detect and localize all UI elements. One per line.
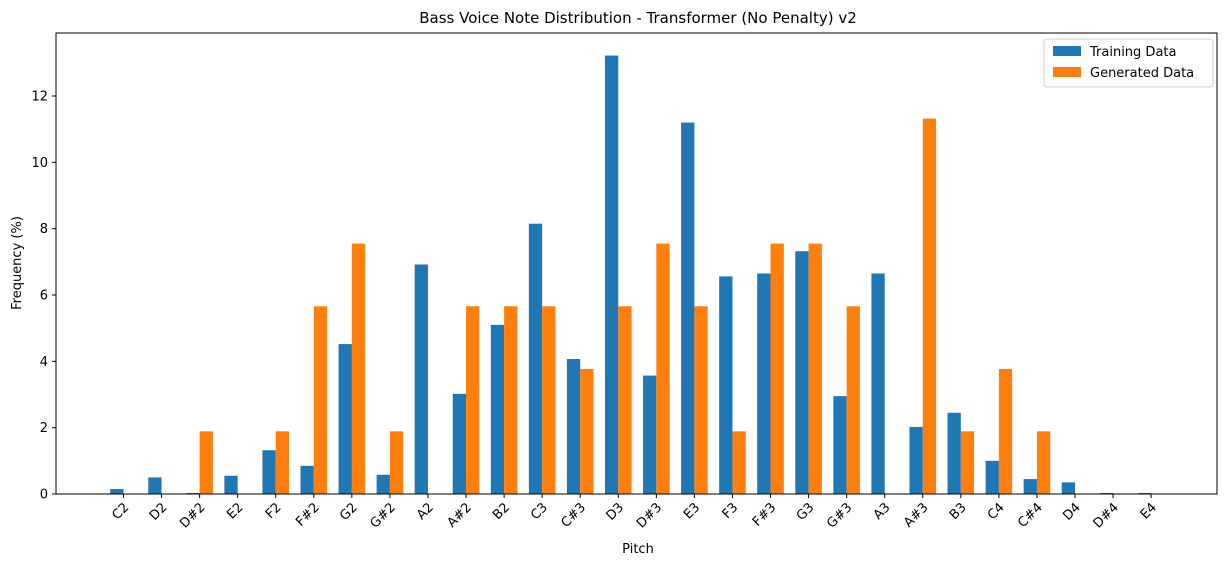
y-tick-label: 8 xyxy=(40,222,48,237)
bar-training-B2 xyxy=(490,324,505,494)
bar-training-A#2 xyxy=(452,393,467,494)
y-axis: 0 2 4 6 8 10 12 xyxy=(31,90,56,503)
legend-box xyxy=(1043,38,1214,88)
y-tick-label: 0 xyxy=(40,488,48,503)
x-tick-label: G#2 xyxy=(367,500,398,531)
legend: Training Data Generated Data xyxy=(1043,38,1214,88)
x-tick-label: G#3 xyxy=(824,500,855,531)
bar-generated-D3 xyxy=(618,306,632,494)
bar-generated-A#3 xyxy=(922,118,937,494)
bar-generated-F#3 xyxy=(770,243,784,494)
x-tick-label: C3 xyxy=(528,500,551,523)
bar-generated-G#3 xyxy=(846,306,860,494)
x-tick-label: B3 xyxy=(947,500,970,523)
bar-generated-D#2 xyxy=(199,431,213,494)
y-axis-label: Frequency (%) xyxy=(10,216,25,310)
x-tick-label: A3 xyxy=(871,500,894,523)
plot-area xyxy=(110,55,1152,495)
bar-training-E2 xyxy=(224,475,238,494)
x-tick-label: F#3 xyxy=(750,500,779,529)
bar-generated-F3 xyxy=(732,431,746,494)
bar-training-G2 xyxy=(338,344,352,494)
bar-training-G#2 xyxy=(376,474,390,494)
plot-frame xyxy=(55,32,1218,495)
x-tick-label: G2 xyxy=(337,500,361,524)
bar-generated-F#2 xyxy=(313,306,328,494)
bar-training-A2 xyxy=(414,264,428,494)
x-axis-label: Pitch xyxy=(622,542,654,557)
x-tick-label: F2 xyxy=(263,500,285,522)
x-tick-label: D#3 xyxy=(634,500,665,531)
bar-training-D#3 xyxy=(643,375,657,494)
bar-training-D3 xyxy=(604,55,619,495)
bar-training-E3 xyxy=(681,122,695,495)
bar-generated-A#2 xyxy=(466,306,480,494)
y-tick-label: 10 xyxy=(31,156,48,171)
x-tick-label: D3 xyxy=(604,500,628,524)
x-tick-label: A#2 xyxy=(444,500,474,530)
legend-swatch-training xyxy=(1053,46,1081,56)
bar-generated-B3 xyxy=(960,431,975,494)
bar-training-B3 xyxy=(947,412,961,494)
bar-generated-G2 xyxy=(351,243,366,494)
x-tick-label: E2 xyxy=(224,500,246,522)
x-tick-label: A#3 xyxy=(901,500,931,530)
y-tick-label: 12 xyxy=(31,90,48,105)
bar-generated-F2 xyxy=(275,431,290,494)
x-tick-label: F#2 xyxy=(293,500,322,529)
bar-training-G#3 xyxy=(833,396,847,494)
x-tick-label: A2 xyxy=(414,500,437,523)
x-tick-label: D4 xyxy=(1060,500,1084,524)
x-tick-label: E3 xyxy=(681,500,703,522)
x-tick-label: C#3 xyxy=(558,500,589,531)
bar-training-F#2 xyxy=(300,465,314,494)
x-tick-label: D#4 xyxy=(1091,500,1122,531)
x-tick-label: C4 xyxy=(985,500,1008,523)
x-tick-label: D2 xyxy=(147,500,171,524)
y-tick-label: 6 xyxy=(40,289,48,304)
bar-generated-C#3 xyxy=(580,368,594,494)
bar-training-F2 xyxy=(262,450,276,494)
bar-generated-E3 xyxy=(694,306,708,494)
x-tick-label: C#4 xyxy=(1015,500,1046,531)
chart-title: Bass Voice Note Distribution - Transform… xyxy=(419,9,857,27)
bar-training-C#4 xyxy=(1023,479,1037,494)
bar-training-C4 xyxy=(985,460,999,494)
bar-generated-C3 xyxy=(542,306,556,494)
y-tick-label: 2 xyxy=(40,421,48,436)
bar-generated-C#4 xyxy=(1036,431,1051,494)
bar-training-C#3 xyxy=(566,359,581,494)
y-tick-label: 4 xyxy=(40,355,48,370)
bar-training-F#3 xyxy=(757,273,771,494)
legend-swatch-generated xyxy=(1053,67,1081,77)
bar-training-C2 xyxy=(110,489,124,494)
x-tick-label: F3 xyxy=(720,500,742,522)
bar-training-A#3 xyxy=(909,427,923,494)
bar-generated-G3 xyxy=(808,243,822,494)
x-tick-label: C2 xyxy=(109,500,132,523)
bar-generated-G#2 xyxy=(389,431,404,494)
x-tick-label: D#2 xyxy=(177,500,208,531)
x-axis: C2 D2 D#2 E2 F2 F#2 G2 G#2 A2 A#2 B2 C3 C#3 D3 D#3 E3 F3… xyxy=(109,494,1160,532)
bar-training-D2 xyxy=(148,477,162,494)
bar-training-F3 xyxy=(719,276,733,494)
legend-label-generated: Generated Data xyxy=(1090,66,1194,81)
bar-training-A3 xyxy=(871,273,885,494)
bar-training-C3 xyxy=(528,223,543,494)
bar-training-D4 xyxy=(1061,482,1075,494)
x-tick-label: B2 xyxy=(490,500,513,523)
bar-generated-B2 xyxy=(504,306,518,494)
bar-training-G3 xyxy=(795,251,809,494)
bar-generated-C4 xyxy=(998,368,1013,494)
x-tick-label: E4 xyxy=(1138,500,1160,522)
x-tick-label: G3 xyxy=(794,500,818,524)
legend-label-training: Training Data xyxy=(1089,45,1176,60)
bar-generated-D#3 xyxy=(656,243,670,494)
